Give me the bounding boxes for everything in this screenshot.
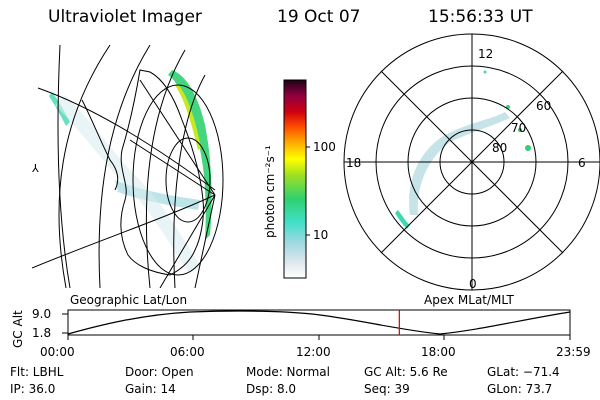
- colorbar: [283, 79, 307, 279]
- colorbar-unit-label: photon cm⁻²s⁻¹: [263, 145, 277, 238]
- mode-readout: Mode: Normal: [246, 365, 330, 379]
- polar-aurora-diffuse: [409, 112, 510, 215]
- date-label: 19 Oct 07: [277, 7, 361, 27]
- colorbar-tick-100: 100: [313, 140, 336, 154]
- seq-readout: Seq: 39: [364, 382, 410, 396]
- geographic-panel-label: Geographic Lat/Lon: [70, 293, 188, 307]
- gc-alt-readout: GC Alt: 5.6 Re: [364, 365, 448, 379]
- aurora-bright-core: [175, 84, 201, 150]
- gain-readout: Gain: 14: [125, 382, 176, 396]
- mlt-label-18: 18: [346, 156, 361, 170]
- lat-label-70: 70: [511, 121, 526, 135]
- aurora-oval-band: [168, 70, 212, 240]
- filter-readout: Flt: LBHL: [10, 365, 64, 379]
- coastline-2: [81, 99, 119, 191]
- lat-label-60: 60: [536, 99, 551, 113]
- colorbar-tick-10: 10: [313, 228, 329, 242]
- orbit-xtick-1: 06:00: [170, 345, 205, 359]
- orbit-altitude-plot: [67, 309, 571, 336]
- orbit-ytick-top: 9.0: [32, 307, 52, 321]
- mlt-label-12: 12: [478, 47, 493, 61]
- aurora-faint-arc: [55, 95, 201, 274]
- glat-readout: GLat: −71.4: [487, 365, 560, 379]
- lat-label-80: 80: [492, 141, 507, 155]
- polar-plot: 12 18 6 0 60 70 80: [343, 33, 600, 291]
- orbit-ytick-bottom: 1.8: [32, 326, 52, 340]
- apex-panel-label: Apex MLat/MLT: [424, 293, 514, 307]
- coastline: [120, 69, 204, 276]
- glon-readout: GLon: 73.7: [487, 382, 553, 396]
- dsp-readout: Dsp: 8.0: [246, 382, 297, 396]
- instrument-title: Ultraviolet Imager: [48, 7, 202, 27]
- time-label: 15:56:33 UT: [428, 7, 533, 27]
- ip-readout: IP: 36.0: [10, 382, 56, 396]
- geographic-projection: [32, 45, 224, 288]
- orbit-xtick-2: 12:00: [296, 345, 331, 359]
- location-marker: ⅄: [32, 162, 39, 175]
- orbit-xtick-4: 23:59: [556, 345, 591, 359]
- orbit-altitude-curve: [67, 310, 571, 335]
- mlt-label-6: 6: [578, 156, 586, 170]
- orbit-xtick-0: 00:00: [40, 345, 75, 359]
- orbit-axis-label: GC Alt: [11, 310, 25, 348]
- door-readout: Door: Open: [125, 365, 194, 379]
- polar-aurora-patch: [395, 210, 410, 229]
- polar-aurora-spot: [525, 145, 531, 151]
- orbit-xtick-3: 18:00: [421, 345, 456, 359]
- mlt-label-0: 0: [469, 277, 477, 291]
